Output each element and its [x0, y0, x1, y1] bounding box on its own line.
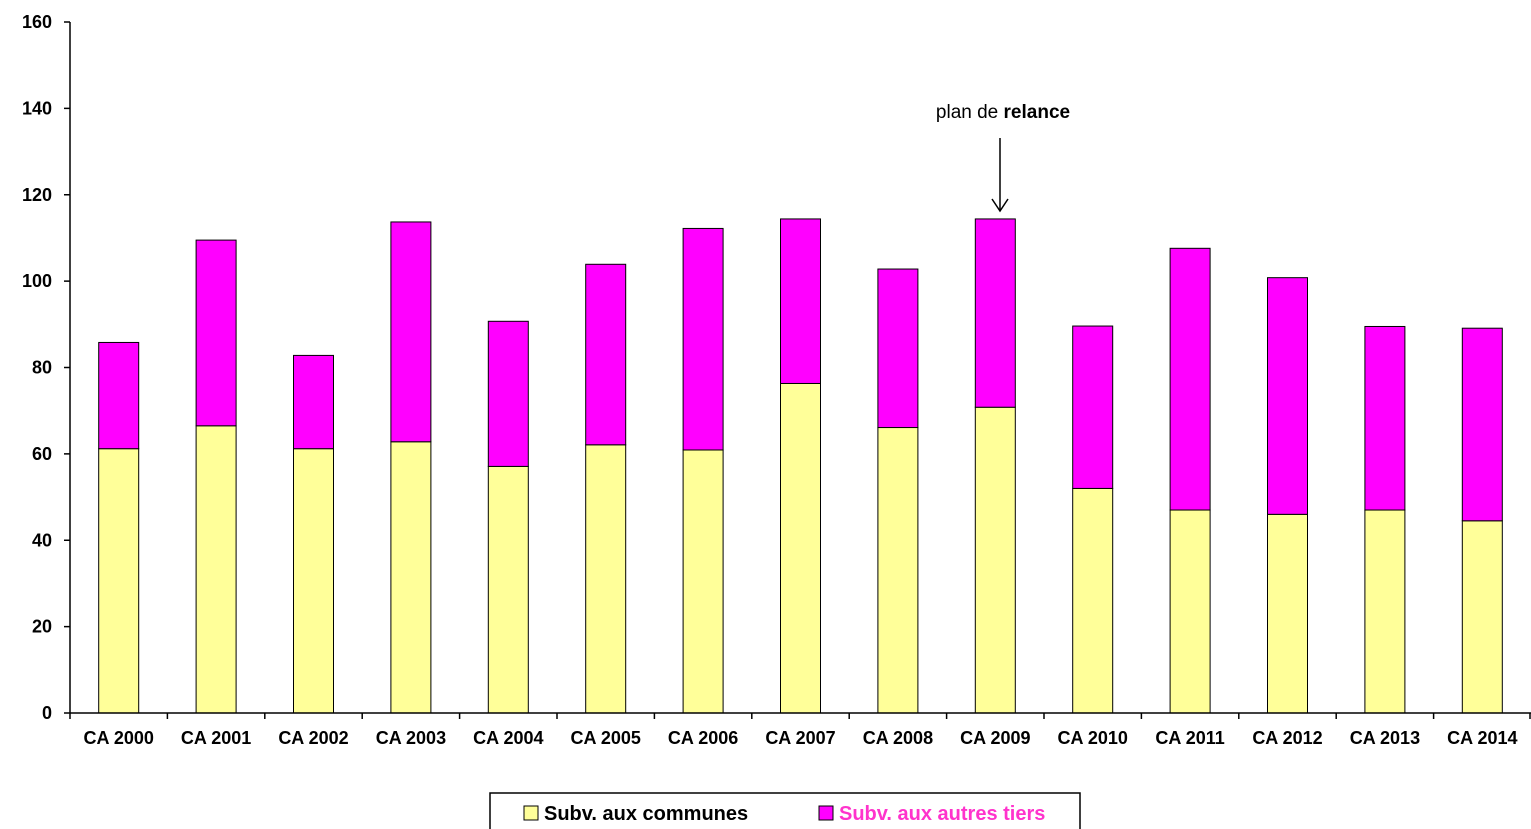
bar-communes-ca-2008 — [877, 427, 919, 714]
legend-box — [489, 792, 1081, 829]
bar-communes-ca-2007 — [780, 382, 821, 714]
bar-autres-tiers-ca-2009 — [974, 218, 1016, 408]
bar-communes-ca-2005 — [585, 444, 627, 714]
y-tick-label: 140 — [22, 98, 52, 118]
bar-communes-ca-2001 — [195, 425, 237, 714]
legend-label-communes: Subv. aux communes — [544, 803, 748, 825]
bars-layer — [98, 218, 1503, 714]
bar-communes-ca-2002 — [293, 448, 334, 714]
x-tick-label: CA 2010 — [1058, 728, 1128, 748]
bar-communes-ca-2011 — [1169, 509, 1211, 714]
legend: Subv. aux communes Subv. aux autres tier… — [489, 792, 1081, 829]
x-tick-label: CA 2009 — [960, 728, 1030, 748]
bar-communes-ca-2014 — [1461, 520, 1503, 714]
y-tick-label: 20 — [32, 617, 52, 637]
bar-autres-tiers-ca-2008 — [877, 268, 919, 429]
axes-layer: 0 20 40 60 80 100 120 140 160 CA 2000 CA 2001 CA 20… — [22, 12, 1531, 748]
bar-autres-tiers-ca-2004 — [487, 320, 529, 467]
x-tick-label: CA 2005 — [571, 728, 641, 748]
annotation-label: plan de relance — [936, 102, 1070, 123]
legend-swatch-communes — [523, 805, 539, 821]
x-tick-label: CA 2013 — [1350, 728, 1420, 748]
y-tick-label: 120 — [22, 185, 52, 205]
x-tick-label: CA 2001 — [181, 728, 251, 748]
bar-autres-tiers-ca-2007 — [780, 218, 821, 384]
x-tick-label: CA 2008 — [863, 728, 933, 748]
bar-communes-ca-2000 — [98, 448, 140, 714]
x-tick-label: CA 2014 — [1447, 728, 1517, 748]
bar-autres-tiers-ca-2001 — [195, 239, 237, 427]
bar-autres-tiers-ca-2000 — [98, 341, 140, 450]
y-tick-label: 60 — [32, 444, 52, 464]
legend-label-autres-tiers: Subv. aux autres tiers — [839, 803, 1045, 825]
bar-communes-ca-2012 — [1267, 513, 1308, 714]
y-tick-label: 80 — [32, 358, 52, 378]
y-tick-label: 40 — [32, 530, 52, 550]
bar-communes-ca-2006 — [682, 449, 724, 714]
bar-communes-ca-2013 — [1364, 509, 1406, 714]
bar-autres-tiers-ca-2006 — [682, 227, 724, 451]
bar-communes-ca-2003 — [390, 441, 432, 714]
x-tick-label: CA 2006 — [668, 728, 738, 748]
annotation-arrow-head — [991, 198, 1009, 213]
annotation-bold: relance — [1004, 102, 1071, 123]
annotation-prefix: plan de — [936, 102, 1004, 123]
bar-autres-tiers-ca-2013 — [1364, 325, 1406, 511]
bar-autres-tiers-ca-2014 — [1461, 327, 1503, 522]
annotation: plan de relance — [936, 102, 1070, 213]
x-tick-label: CA 2003 — [376, 728, 446, 748]
x-tick-label: CA 2000 — [84, 728, 154, 748]
x-tick-label: CA 2004 — [473, 728, 543, 748]
y-tick-label: 100 — [22, 271, 52, 291]
x-tick-label: CA 2012 — [1252, 728, 1322, 748]
y-tick-label: 160 — [22, 12, 52, 32]
bar-communes-ca-2009 — [974, 406, 1016, 714]
bar-communes-ca-2004 — [487, 465, 529, 714]
y-tick-label: 0 — [42, 703, 52, 723]
x-tick-label: CA 2007 — [765, 728, 835, 748]
legend-swatch-autres-tiers — [818, 805, 834, 821]
bar-autres-tiers-ca-2005 — [585, 263, 627, 446]
bar-communes-ca-2010 — [1072, 487, 1114, 714]
bar-autres-tiers-ca-2003 — [390, 221, 432, 443]
bar-autres-tiers-ca-2010 — [1072, 325, 1114, 489]
x-tick-label: CA 2011 — [1155, 728, 1224, 748]
bar-autres-tiers-ca-2002 — [293, 354, 334, 450]
x-tick-label: CA 2002 — [278, 728, 348, 748]
bar-autres-tiers-ca-2012 — [1267, 277, 1308, 515]
bar-autres-tiers-ca-2011 — [1169, 247, 1211, 511]
